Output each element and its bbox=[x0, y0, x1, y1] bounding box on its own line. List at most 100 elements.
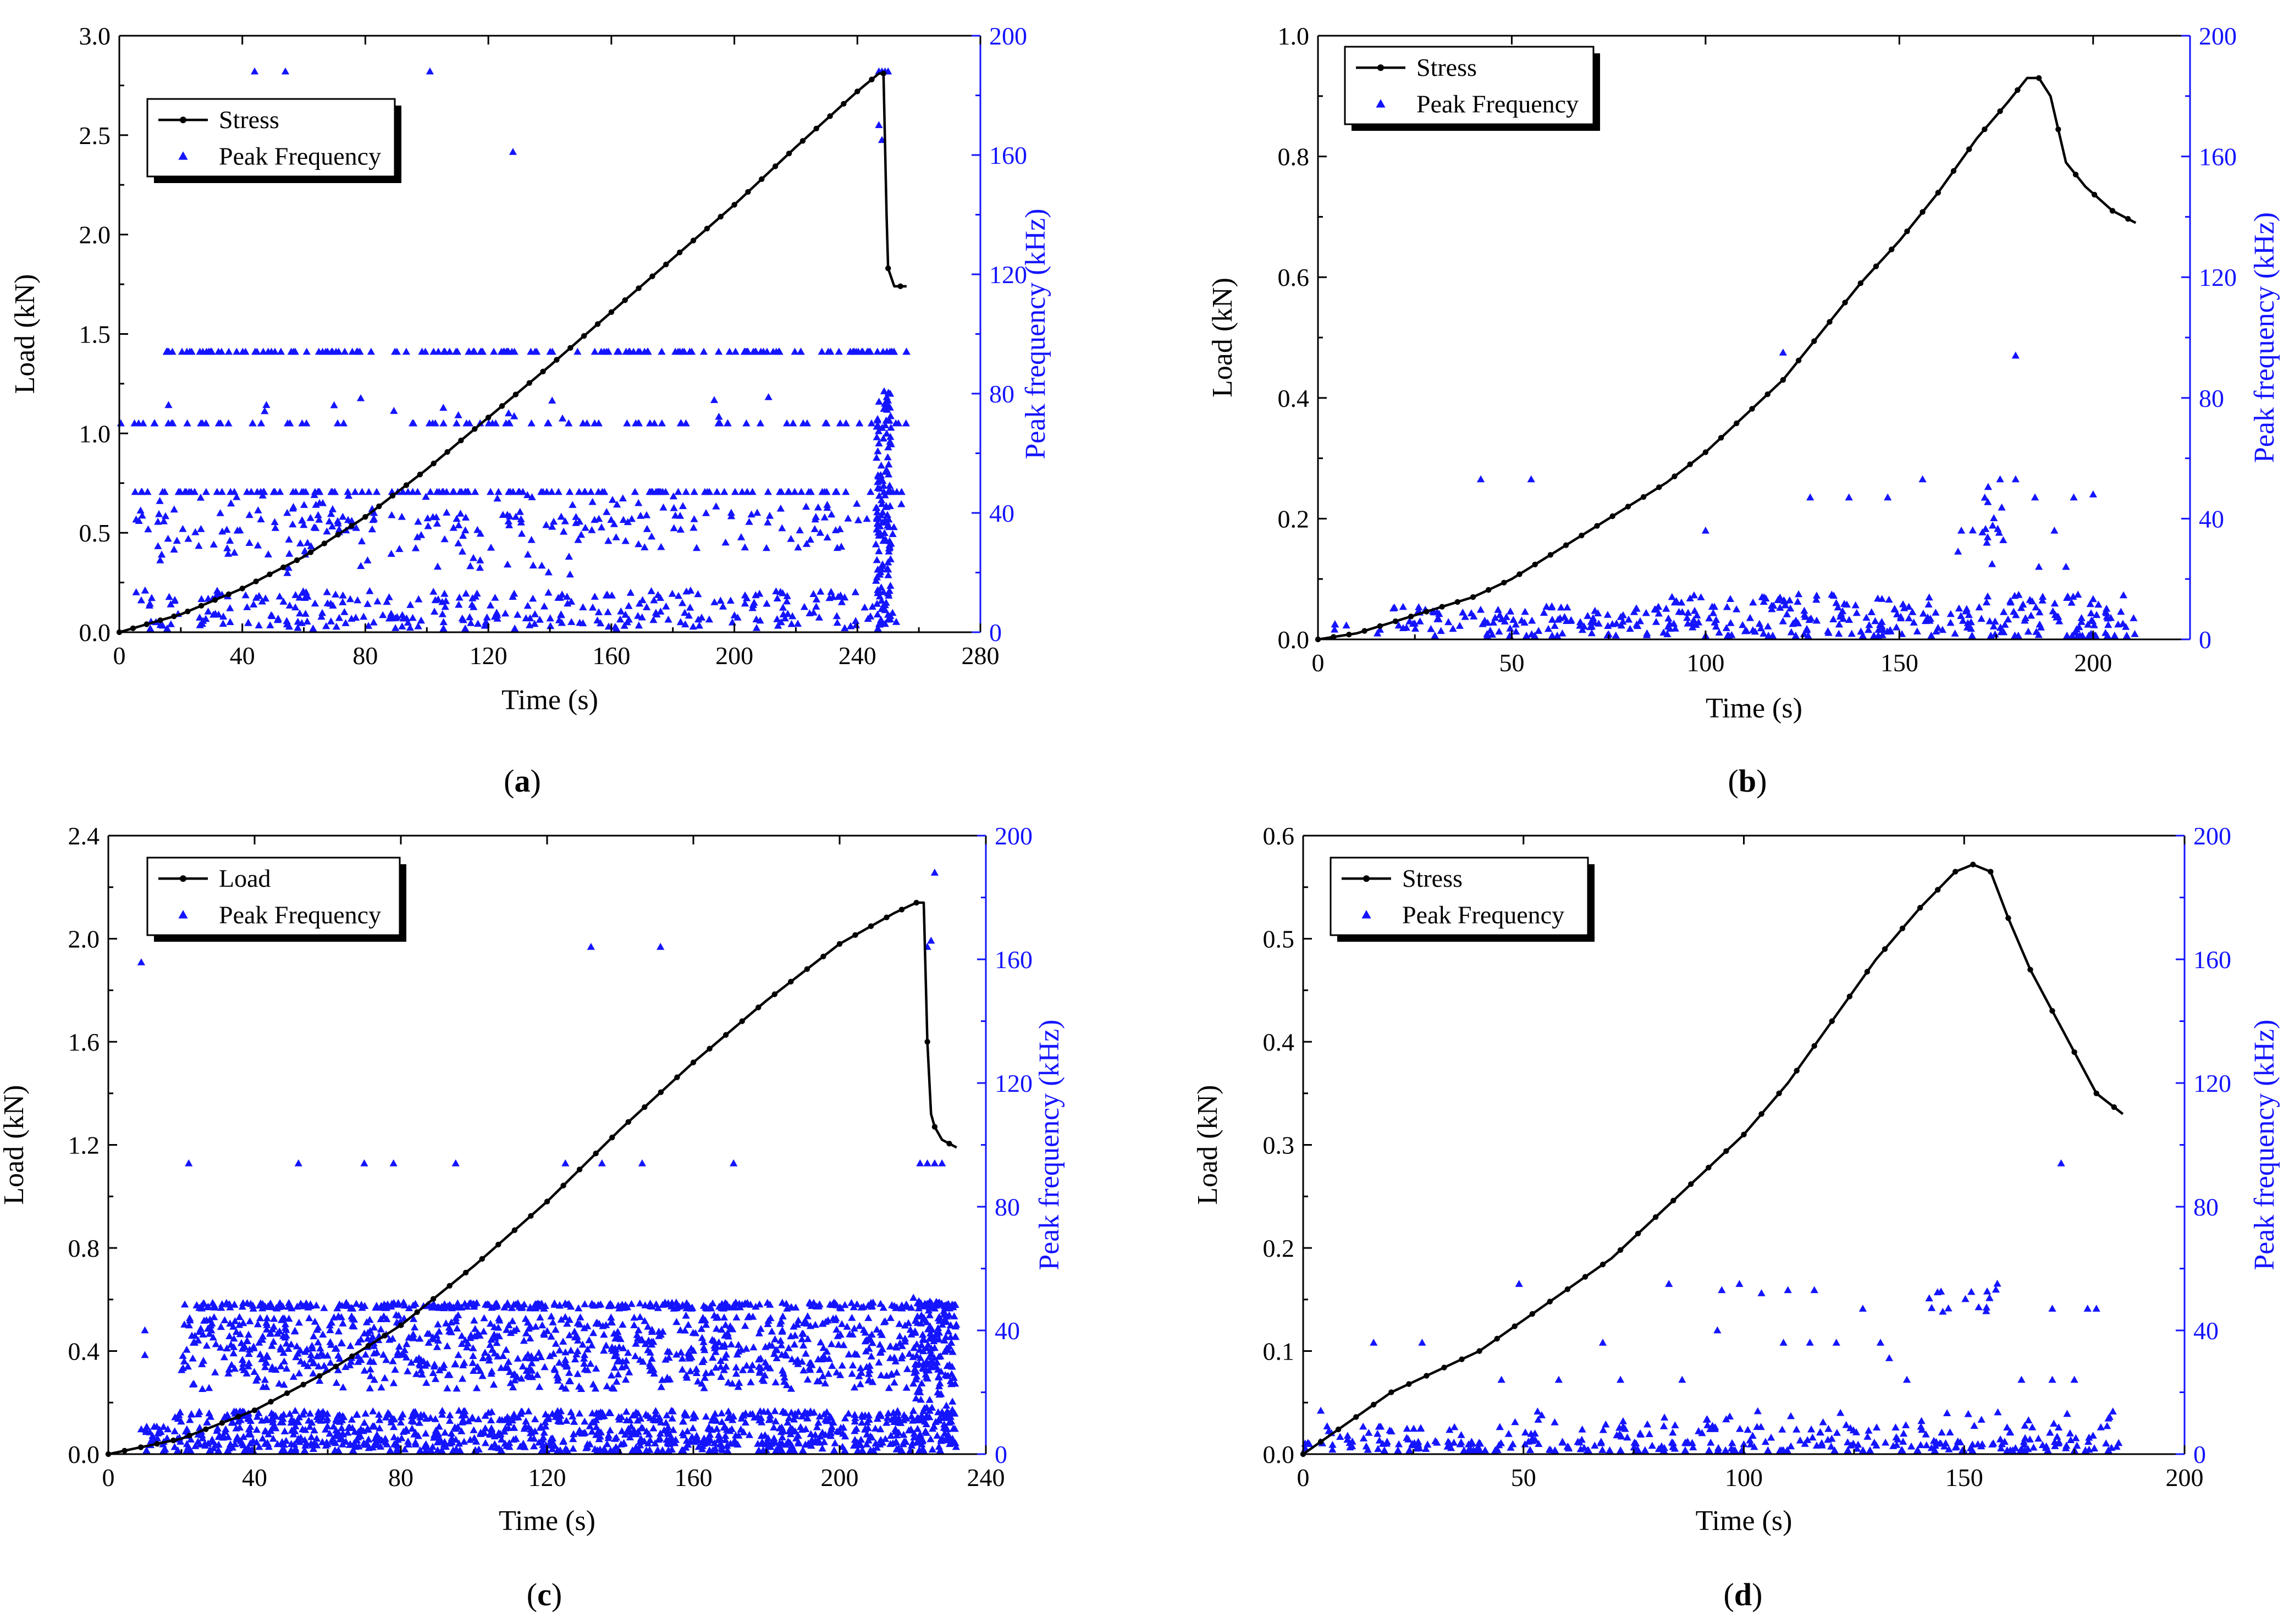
peak-frequency-point bbox=[409, 1301, 417, 1309]
peak-frequency-point bbox=[711, 1348, 720, 1355]
peak-frequency-point bbox=[1885, 595, 1893, 603]
peak-frequency-point bbox=[549, 517, 558, 525]
peak-frequency-point bbox=[732, 1313, 741, 1321]
peak-frequency-point bbox=[604, 1434, 613, 1441]
peak-frequency-point bbox=[715, 1338, 723, 1346]
legend-box bbox=[146, 98, 396, 178]
peak-frequency-point bbox=[354, 596, 362, 604]
peak-frequency-point bbox=[220, 1353, 228, 1361]
peak-frequency-point bbox=[787, 620, 796, 627]
peak-frequency-point bbox=[256, 1350, 264, 1357]
peak-frequency-point bbox=[446, 1411, 454, 1418]
peak-frequency-point bbox=[1755, 620, 1764, 627]
peak-frequency-point bbox=[946, 1333, 955, 1340]
peak-frequency-point bbox=[636, 1438, 644, 1445]
peak-frequency-point bbox=[451, 1314, 460, 1321]
peak-frequency-point bbox=[669, 1426, 677, 1433]
peak-frequency-point bbox=[1812, 616, 1821, 624]
peak-frequency-point bbox=[798, 1357, 806, 1365]
peak-frequency-point bbox=[644, 1336, 653, 1344]
peak-frequency-point bbox=[2055, 617, 2064, 625]
peak-frequency-point bbox=[505, 1321, 513, 1329]
peak-frequency-point bbox=[478, 1372, 487, 1379]
load-marker bbox=[1617, 1247, 1624, 1253]
peak-frequency-point bbox=[1729, 1446, 1738, 1454]
peak-frequency-point bbox=[320, 1362, 328, 1369]
peak-frequency-point bbox=[938, 1159, 946, 1167]
peak-frequency-point bbox=[300, 521, 308, 528]
peak-frequency-point bbox=[481, 621, 489, 629]
load-marker bbox=[219, 1420, 225, 1426]
load-marker bbox=[335, 532, 341, 538]
peak-frequency-point bbox=[1476, 475, 1485, 483]
peak-frequency-point bbox=[944, 1327, 952, 1335]
peak-frequency-point bbox=[199, 1330, 207, 1338]
peak-frequency-point bbox=[909, 1406, 918, 1414]
peak-frequency-point bbox=[352, 1300, 361, 1307]
peak-frequency-point bbox=[856, 1322, 864, 1329]
peak-frequency-point bbox=[434, 595, 442, 603]
peak-frequency-point bbox=[525, 1407, 533, 1415]
peak-frequency-point bbox=[1374, 629, 1382, 637]
peak-frequency-point bbox=[1992, 1285, 2000, 1293]
peak-frequency-point bbox=[1511, 1418, 1519, 1426]
load-marker bbox=[1718, 435, 1724, 441]
peak-frequency-point bbox=[588, 526, 596, 533]
peak-frequency-point bbox=[926, 1435, 935, 1443]
peak-frequency-point bbox=[583, 1366, 592, 1373]
peak-frequency-point bbox=[2070, 493, 2078, 501]
peak-frequency-point bbox=[832, 612, 841, 620]
peak-frequency-point bbox=[867, 488, 875, 495]
peak-frequency-point bbox=[1712, 622, 1720, 630]
peak-frequency-point bbox=[559, 1338, 567, 1345]
load-marker bbox=[1672, 473, 1678, 479]
peak-frequency-point bbox=[872, 1439, 880, 1446]
peak-frequency-point bbox=[909, 1416, 917, 1424]
peak-frequency-point bbox=[2075, 623, 2083, 631]
peak-frequency-point bbox=[393, 347, 401, 355]
peak-frequency-point bbox=[305, 1314, 313, 1322]
peak-frequency-point bbox=[267, 611, 275, 618]
peak-frequency-point bbox=[1496, 1423, 1504, 1430]
peak-frequency-point bbox=[430, 1362, 438, 1369]
peak-frequency-point bbox=[717, 1373, 725, 1380]
peak-frequency-point bbox=[865, 1362, 874, 1369]
load-marker bbox=[820, 953, 826, 959]
peak-frequency-point bbox=[522, 1329, 531, 1336]
peak-frequency-point bbox=[1411, 625, 1420, 632]
peak-frequency-point bbox=[442, 1443, 450, 1450]
peak-frequency-point bbox=[755, 1363, 763, 1370]
peak-frequency-point bbox=[664, 1438, 672, 1445]
load-markers bbox=[1315, 75, 2131, 643]
peak-frequency-point bbox=[1899, 600, 1907, 607]
peak-frequency-point bbox=[2032, 603, 2040, 611]
peak-frequency-point bbox=[597, 619, 605, 627]
load-marker bbox=[1882, 946, 1888, 952]
peak-frequency-point bbox=[212, 1441, 220, 1449]
peak-frequency-point bbox=[1749, 598, 1757, 606]
peak-frequency-point bbox=[794, 1316, 802, 1324]
peak-frequency-point bbox=[1359, 1434, 1368, 1441]
peak-frequency-point bbox=[1591, 1441, 1599, 1449]
peak-frequency-point bbox=[255, 1339, 263, 1346]
legend-label-load: Stress bbox=[219, 106, 279, 134]
load-marker bbox=[512, 391, 519, 397]
peak-frequency-point bbox=[512, 1300, 520, 1308]
peak-frequency-point bbox=[348, 517, 356, 524]
peak-frequency-point bbox=[1598, 1339, 1607, 1346]
load-marker bbox=[1635, 1230, 1641, 1236]
peak-frequency-point bbox=[852, 617, 860, 625]
peak-frequency-point bbox=[223, 526, 231, 533]
peak-frequency-point bbox=[740, 1411, 748, 1419]
peak-frequency-point bbox=[801, 1316, 809, 1324]
peak-frequency-point bbox=[806, 1359, 814, 1367]
peak-frequency-point bbox=[264, 550, 272, 557]
peak-frequency-point bbox=[848, 1361, 857, 1369]
peak-frequency-point bbox=[766, 1411, 774, 1419]
peak-frequency-point bbox=[290, 1327, 299, 1335]
load-marker bbox=[771, 991, 778, 997]
peak-frequency-point bbox=[839, 1423, 848, 1431]
peak-frequency-point bbox=[613, 1378, 621, 1385]
peak-frequency-point bbox=[544, 419, 553, 427]
peak-frequency-point bbox=[609, 1446, 618, 1454]
